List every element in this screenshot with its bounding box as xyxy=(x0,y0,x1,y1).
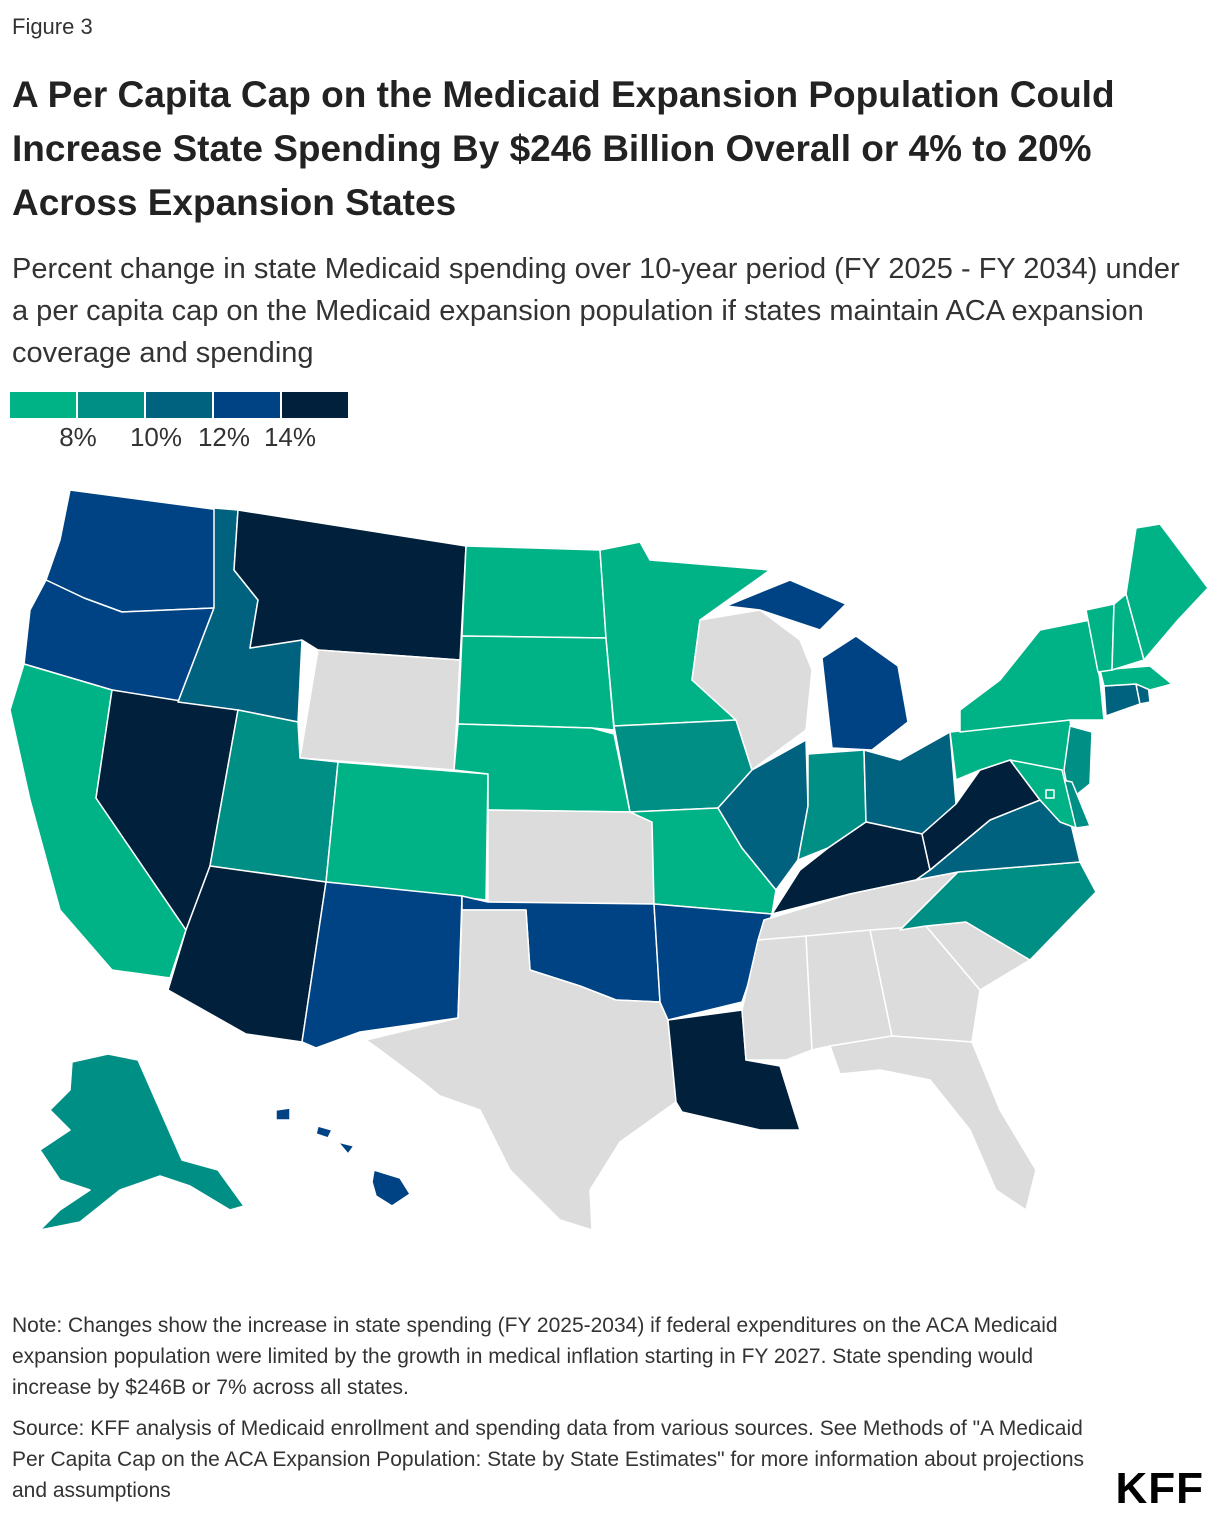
chart-subtitle: Percent change in state Medicaid spendin… xyxy=(12,253,1180,369)
state-north-dakota[interactable] xyxy=(461,545,607,639)
state-wyoming[interactable] xyxy=(299,649,461,771)
state-maryland[interactable] xyxy=(1009,759,1077,829)
state-colorado[interactable] xyxy=(325,761,489,901)
state-dc[interactable] xyxy=(1045,789,1055,799)
legend-swatch-3 xyxy=(214,392,280,418)
legend-tick-14: 14% xyxy=(263,422,317,452)
legend-tick-10: 10% xyxy=(129,422,183,452)
state-florida[interactable] xyxy=(829,1035,1037,1211)
state-new-york[interactable] xyxy=(959,619,1105,733)
state-wisconsin[interactable] xyxy=(691,609,813,771)
map-svg xyxy=(9,489,1209,1231)
legend-tick-8: 8% xyxy=(59,422,97,452)
state-maine[interactable] xyxy=(1125,523,1209,661)
state-connecticut[interactable] xyxy=(1103,683,1141,717)
state-hawaii[interactable] xyxy=(275,1107,411,1207)
state-massachusetts[interactable] xyxy=(1099,665,1173,691)
state-south-dakota[interactable] xyxy=(457,635,615,731)
kff-logo: KFF xyxy=(1115,1464,1204,1513)
legend-swatch-4 xyxy=(282,392,348,418)
state-arkansas[interactable] xyxy=(653,903,773,1021)
notes-section: Note: Changes show the increase in state… xyxy=(12,1310,1112,1516)
legend-swatch-1 xyxy=(78,392,144,418)
legend-swatch-2 xyxy=(146,392,212,418)
state-michigan[interactable] xyxy=(725,579,909,751)
note-text: Note: Changes show the increase in state… xyxy=(12,1314,1058,1399)
color-legend: 8% 10% 12% 14% xyxy=(10,392,350,462)
us-choropleth-map xyxy=(0,470,1220,1270)
chart-title: A Per Capita Cap on the Medicaid Expansi… xyxy=(12,74,1115,223)
legend-tick-12: 12% xyxy=(197,422,251,452)
state-montana[interactable] xyxy=(233,509,467,661)
state-alaska[interactable] xyxy=(39,1053,245,1231)
state-kansas[interactable] xyxy=(487,809,655,905)
figure-label: Figure 3 xyxy=(12,14,93,39)
state-illinois[interactable] xyxy=(717,739,809,891)
legend-swatch-0 xyxy=(10,392,76,418)
source-text: Source: KFF analysis of Medicaid enrollm… xyxy=(12,1417,1085,1502)
state-texas[interactable] xyxy=(365,909,677,1231)
